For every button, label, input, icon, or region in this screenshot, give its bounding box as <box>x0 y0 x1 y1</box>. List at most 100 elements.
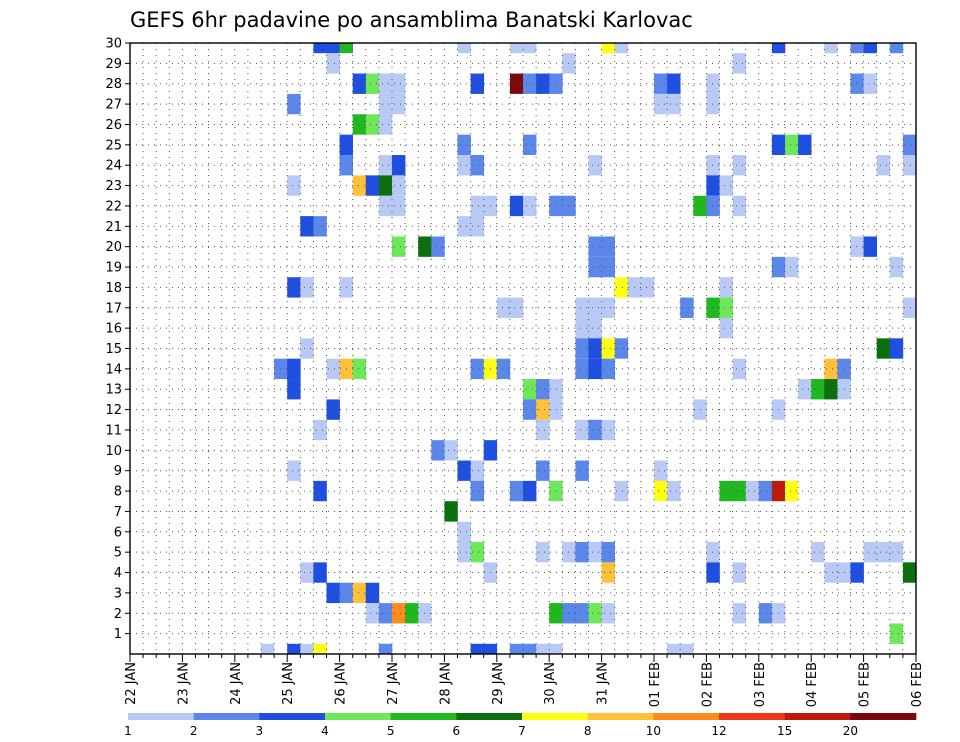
cell-member-5-step-34 <box>575 541 589 563</box>
cell-member-17-step-29 <box>509 297 524 318</box>
cell-member-11-step-14 <box>313 419 327 441</box>
cell-member-2-step-35 <box>588 603 602 624</box>
cell-member-14-step-46 <box>732 358 746 380</box>
cell-member-0-step-30 <box>523 643 537 654</box>
cell-member-0-step-32 <box>549 643 563 654</box>
cell-member-17-step-34 <box>575 297 589 318</box>
colorbar-label: 10 <box>646 724 661 738</box>
cell-member-19-step-36 <box>601 256 615 278</box>
cell-member-8-step-50 <box>785 480 799 502</box>
cell-member-5-step-52 <box>811 541 825 563</box>
y-tick-label: 6 <box>114 525 122 540</box>
cell-member-0-step-29 <box>509 643 524 654</box>
cell-member-0-step-42 <box>680 643 694 654</box>
y-tick-label: 15 <box>105 342 122 357</box>
cell-member-30-step-58 <box>889 43 904 54</box>
cell-member-14-step-17 <box>352 358 367 380</box>
cell-member-23-step-18 <box>365 175 380 196</box>
cell-member-18-step-13 <box>300 277 314 298</box>
y-tick-label: 30 <box>105 37 122 52</box>
colorbar-segment <box>325 713 391 720</box>
cell-member-14-step-28 <box>496 358 511 380</box>
cell-member-25-step-50 <box>785 134 799 156</box>
cell-member-20-step-20 <box>392 236 406 257</box>
cell-member-11-step-35 <box>588 419 602 441</box>
cell-member-0-step-14 <box>313 643 327 654</box>
cell-member-14-step-15 <box>326 358 340 380</box>
cell-member-10-step-23 <box>431 440 445 461</box>
colorbar-segment <box>259 713 326 720</box>
precipitation-cells <box>261 43 917 654</box>
cell-member-28-step-30 <box>523 73 537 94</box>
cell-member-15-step-34 <box>575 338 589 359</box>
cell-member-14-step-34 <box>575 358 589 380</box>
cell-member-5-step-57 <box>876 541 891 563</box>
y-tick-label: 12 <box>105 403 122 418</box>
cell-member-0-step-12 <box>287 643 301 654</box>
x-tick-label: 05 FEB <box>858 662 873 707</box>
y-tick-label: 19 <box>105 261 122 276</box>
cell-member-4-step-14 <box>313 562 327 583</box>
y-tick-label: 1 <box>114 627 122 642</box>
x-tick-label: 01 FEB <box>648 662 663 707</box>
cell-member-18-step-37 <box>614 277 629 298</box>
cell-member-2-step-46 <box>732 603 746 624</box>
cell-member-30-step-29 <box>509 43 524 54</box>
cell-member-16-step-35 <box>588 317 602 339</box>
cell-member-8-step-29 <box>509 480 524 502</box>
cell-member-1-step-58 <box>889 623 904 644</box>
colorbar-label: 20 <box>843 724 858 738</box>
colorbar-segment <box>522 713 588 720</box>
colorbar-label: 1 <box>124 724 132 738</box>
cell-member-5-step-44 <box>706 541 720 563</box>
cell-member-0-step-41 <box>667 643 681 654</box>
cell-member-0-step-26 <box>470 643 484 654</box>
cell-member-12-step-32 <box>549 399 563 420</box>
cell-member-30-step-14 <box>313 43 327 54</box>
colorbar-segment <box>850 713 917 720</box>
cell-member-12-step-15 <box>326 399 340 420</box>
cell-member-22-step-30 <box>523 195 537 217</box>
cell-member-26-step-18 <box>365 114 380 135</box>
cell-member-24-step-19 <box>378 155 393 176</box>
x-tick-label: 30 JAN <box>543 662 558 705</box>
cell-member-21-step-26 <box>470 216 484 237</box>
cell-member-11-step-34 <box>575 419 589 441</box>
cell-member-22-step-44 <box>706 195 720 217</box>
cell-member-22-step-29 <box>509 195 524 217</box>
x-tick-label: 26 JAN <box>334 662 349 705</box>
cell-member-18-step-39 <box>640 277 655 298</box>
cell-member-11-step-36 <box>601 419 615 441</box>
colorbar-label: 12 <box>711 724 726 738</box>
x-tick-label: 29 JAN <box>491 662 506 705</box>
cell-member-5-step-31 <box>536 541 550 563</box>
cell-member-8-step-30 <box>523 480 537 502</box>
cell-member-2-step-18 <box>365 603 380 624</box>
cell-member-5-step-25 <box>457 541 471 563</box>
cell-member-27-step-20 <box>392 93 406 115</box>
cell-member-12-step-31 <box>536 399 550 420</box>
y-tick-label: 17 <box>105 301 122 316</box>
cell-member-3-step-17 <box>352 582 367 604</box>
y-tick-label: 20 <box>105 240 122 255</box>
cell-member-10-step-24 <box>444 440 458 461</box>
cell-member-0-step-31 <box>536 643 550 654</box>
colorbar-segment <box>653 713 720 720</box>
y-tick-label: 16 <box>105 322 122 337</box>
cell-member-20-step-23 <box>431 236 445 257</box>
cell-member-14-step-12 <box>287 358 301 380</box>
cell-member-15-step-58 <box>889 338 904 359</box>
y-tick-label: 21 <box>105 220 122 235</box>
cell-member-28-step-32 <box>549 73 563 94</box>
cell-member-30-step-53 <box>824 43 838 54</box>
y-tick-label: 11 <box>105 423 122 438</box>
cell-member-17-step-35 <box>588 297 602 318</box>
cell-member-27-step-44 <box>706 93 720 115</box>
cell-member-0-step-27 <box>483 643 498 654</box>
cell-member-23-step-44 <box>706 175 720 196</box>
cell-member-2-step-19 <box>378 603 393 624</box>
y-tick-label: 5 <box>114 546 122 561</box>
cell-member-2-step-21 <box>405 603 419 624</box>
cell-member-27-step-41 <box>667 93 681 115</box>
